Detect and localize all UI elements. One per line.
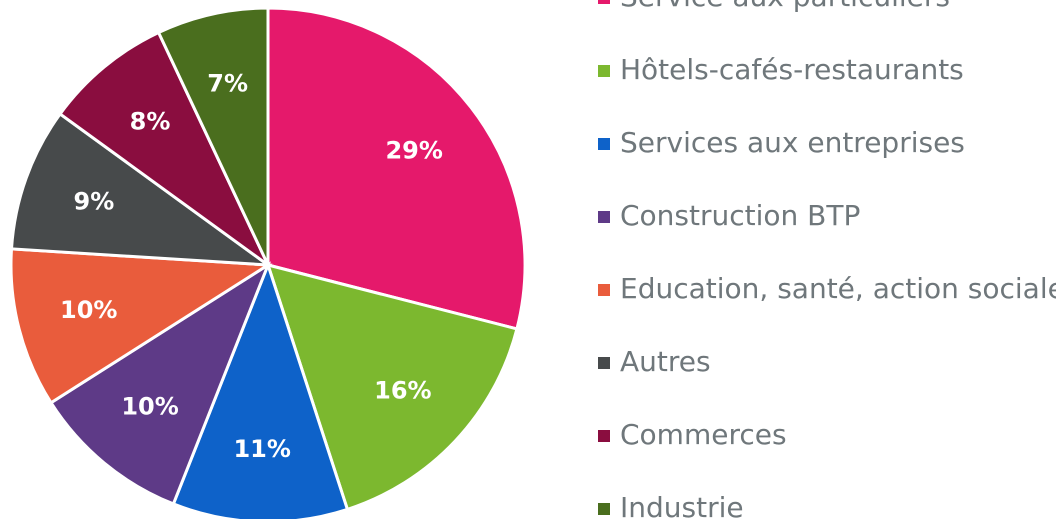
value-label: 10% [60,296,117,324]
legend-swatch [598,357,610,369]
pie-slice [156,6,270,266]
pie-slice [265,262,519,512]
value-label: 11% [233,435,290,463]
pie-slice [48,261,272,506]
legend-swatch [598,430,610,442]
legend-label: Commerces [620,418,787,451]
legend-swatch [598,65,610,77]
pie-slice [171,260,350,519]
value-label: 29% [385,137,442,165]
value-label: 8% [130,107,171,135]
value-label: 9% [74,187,115,215]
legend-swatch [598,503,610,515]
value-label: 16% [374,377,431,405]
pie-slice [9,111,274,267]
pie-slice [57,30,270,267]
legend-swatch [598,0,610,4]
pie-slice [266,6,527,331]
value-label: 7% [207,69,248,97]
legend-swatch [598,211,610,223]
legend-label: Services aux entreprises [620,126,965,159]
legend-swatch [598,284,610,296]
legend-label: Construction BTP [620,199,860,232]
legend-label: Autres [620,345,711,378]
legend-label: Service aux particuliers [620,0,950,13]
legend-label: Hôtels-cafés-restaurants [620,53,964,86]
value-label: 10% [121,393,178,421]
legend-label: Industrie [620,491,744,519]
pie-slice [9,247,273,405]
legend-swatch [598,138,610,150]
legend-label: Education, santé, action sociale [620,272,1056,305]
